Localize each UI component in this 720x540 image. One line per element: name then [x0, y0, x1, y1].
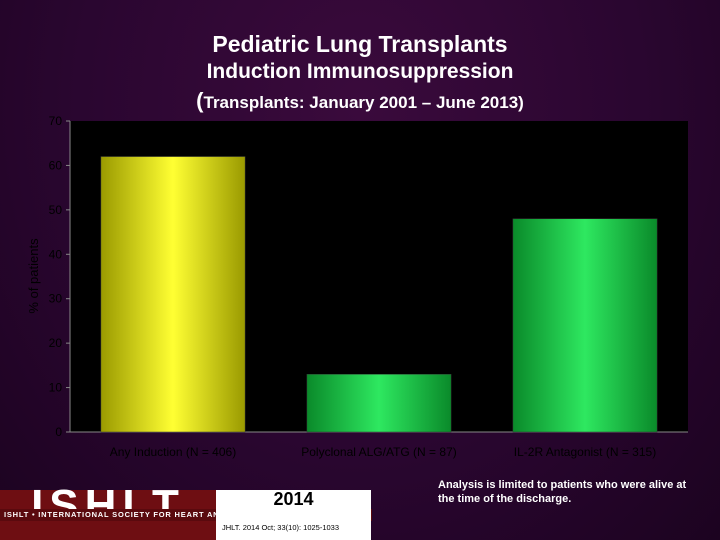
date-range-text: Transplants: January 2001 – June 2013) — [203, 93, 524, 112]
bar-chart: 0 10 20 30 40 50 60 70 Any Induction (N = 406) P… — [26, 114, 688, 459]
y-tick-label: 20 — [49, 336, 63, 350]
x-tick-label: Polyclonal ALG/ATG (N = 87) — [301, 445, 457, 459]
bar — [100, 156, 246, 433]
y-tick-label: 60 — [49, 158, 63, 172]
year-box — [216, 490, 371, 540]
y-tick-label: 0 — [55, 425, 62, 439]
y-tick-label: 10 — [49, 381, 63, 395]
y-tick-label: 70 — [49, 114, 63, 128]
y-axis-title: % of patients — [26, 238, 41, 314]
ishlt-logo: ISHLT — [31, 481, 185, 530]
chart-date-range: (Transplants: January 2001 – June 2013) — [0, 88, 720, 116]
chart-subtitle: Induction Immunosuppression — [206, 60, 514, 83]
x-tick-label: IL-2R Antagonist (N = 315) — [514, 445, 656, 459]
y-tick-label: 30 — [49, 292, 63, 306]
footnote: Analysis is limited to patients who were… — [438, 479, 687, 505]
bar — [306, 373, 452, 433]
x-axis-labels: Any Induction (N = 406) Polyclonal ALG/AT… — [110, 445, 656, 459]
y-tick-label: 40 — [49, 247, 63, 261]
chart-title-block: Pediatric Lung Transplants Induction Imm… — [0, 30, 720, 116]
citation: JHLT. 2014 Oct; 33(10): 1025-1033 — [222, 523, 340, 532]
publication-year: 2014 — [273, 489, 314, 509]
x-tick-label: Any Induction (N = 406) — [110, 445, 236, 459]
bars — [100, 156, 658, 433]
date-range-paren: ( — [196, 88, 204, 113]
chart-title: Pediatric Lung Transplants — [212, 31, 508, 57]
bar — [512, 218, 658, 433]
y-tick-label: 50 — [49, 203, 63, 217]
